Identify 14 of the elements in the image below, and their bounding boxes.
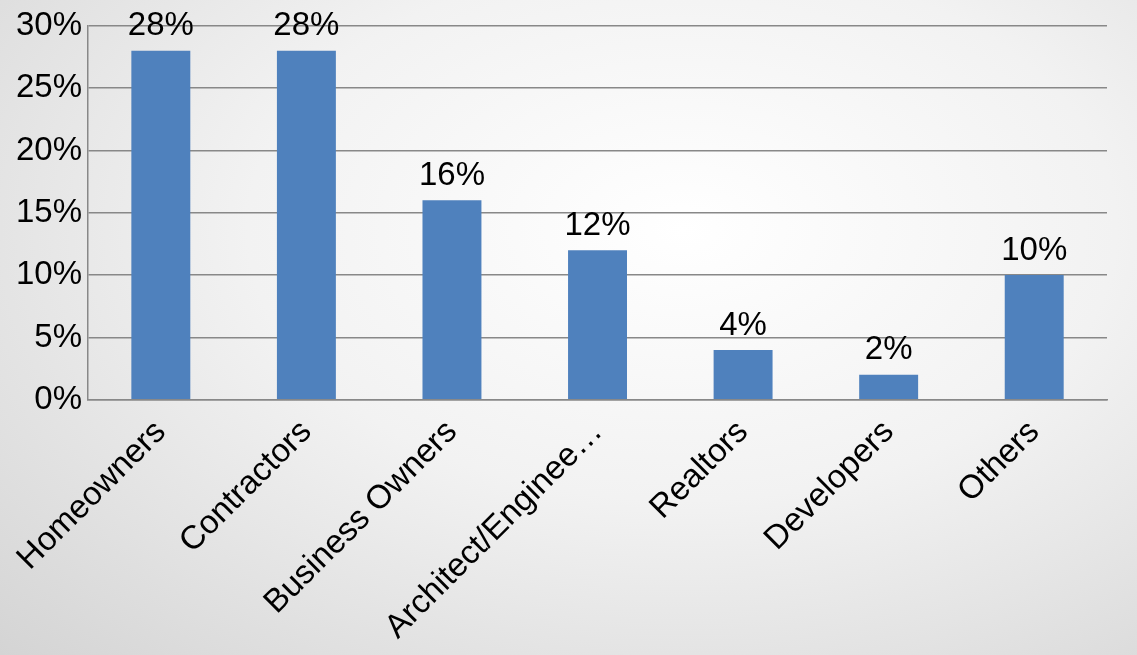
data-label: 28% bbox=[273, 5, 340, 43]
data-label: 4% bbox=[719, 304, 767, 342]
y-tick-label: 15% bbox=[15, 191, 83, 229]
data-label: 12% bbox=[564, 204, 631, 242]
y-tick-label: 25% bbox=[15, 67, 83, 105]
y-tick-label: 5% bbox=[34, 316, 83, 354]
y-tick-label: 30% bbox=[15, 4, 83, 42]
y-tick-label: 10% bbox=[15, 254, 83, 292]
data-label: 16% bbox=[418, 154, 485, 192]
data-label: 28% bbox=[127, 5, 194, 43]
data-label: 10% bbox=[1001, 229, 1068, 267]
y-tick-label: 20% bbox=[15, 129, 83, 167]
data-label: 2% bbox=[864, 329, 913, 367]
y-tick-label: 0% bbox=[34, 378, 83, 416]
